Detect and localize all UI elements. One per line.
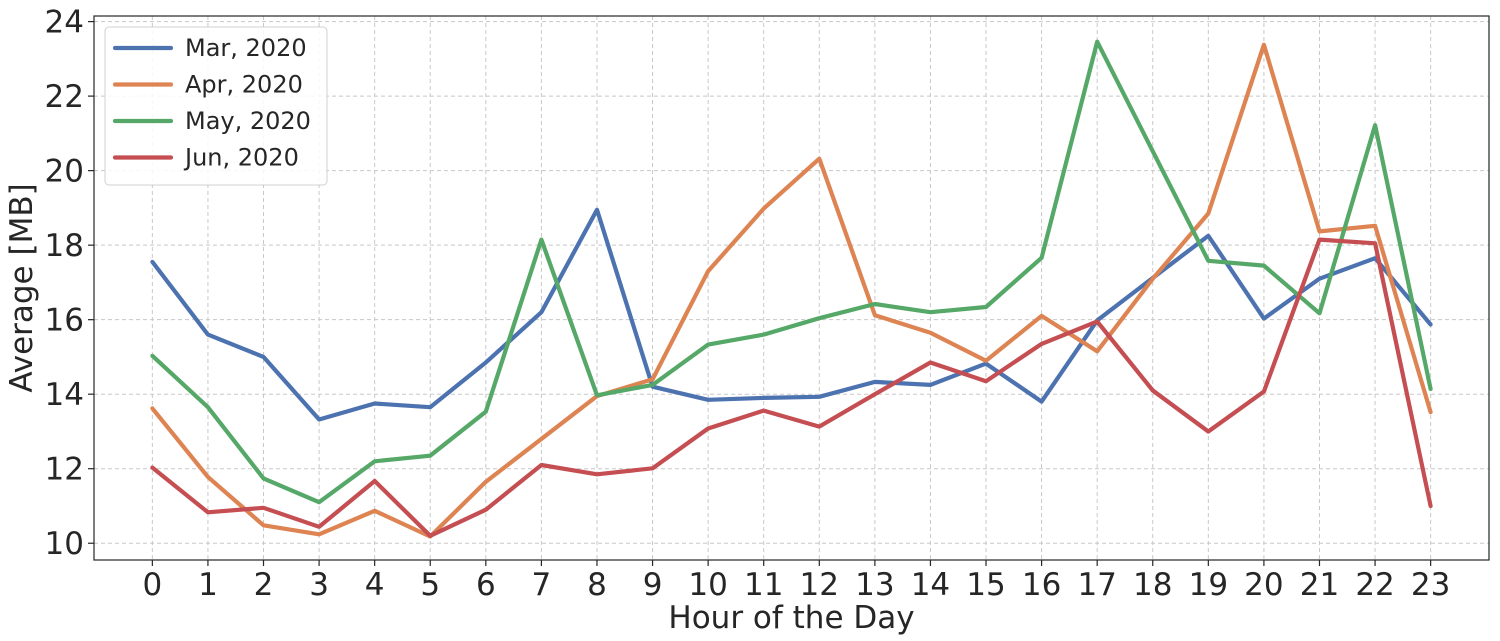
x-tick-label: 12 — [800, 567, 839, 603]
x-tick-label: 9 — [643, 567, 663, 603]
x-tick-label: 17 — [1077, 567, 1116, 603]
y-tick-label: 24 — [45, 5, 84, 41]
x-tick-label: 11 — [744, 567, 783, 603]
x-tick-label: 4 — [365, 567, 385, 603]
x-tick-label: 23 — [1411, 567, 1450, 603]
y-tick-label: 10 — [45, 526, 84, 562]
x-tick-label: 2 — [254, 567, 274, 603]
x-tick-label: 6 — [476, 567, 496, 603]
x-tick-label: 5 — [420, 567, 440, 603]
y-axis-label: Average [MB] — [4, 183, 40, 392]
x-axis-label: Hour of the Day — [668, 600, 914, 636]
x-tick-label: 0 — [142, 567, 162, 603]
x-tick-label: 8 — [587, 567, 607, 603]
series-line-2 — [150, 42, 1433, 539]
x-tick-label: 10 — [688, 567, 727, 603]
x-tick-label: 20 — [1244, 567, 1283, 603]
series-line-4 — [150, 237, 1433, 538]
x-tick-label: 13 — [855, 567, 894, 603]
x-tick-label: 22 — [1355, 567, 1394, 603]
x-axis-ticks: 0 1 2 3 4 5 6 7 8 9 10 11 12 13 14 15 16 17 18 19 20 21 22 23 — [142, 560, 1450, 603]
series-line-1 — [150, 207, 1433, 422]
legend-label: May, 2020 — [185, 107, 311, 135]
y-tick-label: 14 — [45, 377, 84, 413]
x-tick-label: 18 — [1133, 567, 1172, 603]
legend: Mar, 2020 Apr, 2020 May, 2020 Jun, 2020 — [104, 26, 328, 186]
y-tick-label: 18 — [45, 228, 84, 264]
legend-box — [104, 26, 328, 186]
legend-label: Jun, 2020 — [183, 144, 299, 172]
x-tick-label: 1 — [198, 567, 218, 603]
y-tick-label: 16 — [45, 303, 84, 339]
x-tick-label: 14 — [911, 567, 950, 603]
x-tick-label: 19 — [1189, 567, 1228, 603]
x-tick-label: 3 — [309, 567, 329, 603]
y-axis-ticks: 10 12 14 16 18 20 22 24 — [45, 5, 94, 562]
y-tick-label: 20 — [45, 154, 84, 190]
series-line-3 — [150, 39, 1433, 505]
series-lines — [150, 39, 1433, 539]
legend-label: Mar, 2020 — [185, 34, 307, 62]
x-tick-label: 15 — [966, 567, 1005, 603]
y-tick-label: 22 — [45, 79, 84, 115]
y-tick-label: 12 — [45, 452, 84, 488]
legend-label: Apr, 2020 — [185, 71, 303, 99]
x-tick-label: 16 — [1022, 567, 1061, 603]
x-tick-label: 21 — [1300, 567, 1339, 603]
plot-frame — [93, 15, 1490, 561]
x-tick-label: 7 — [532, 567, 552, 603]
